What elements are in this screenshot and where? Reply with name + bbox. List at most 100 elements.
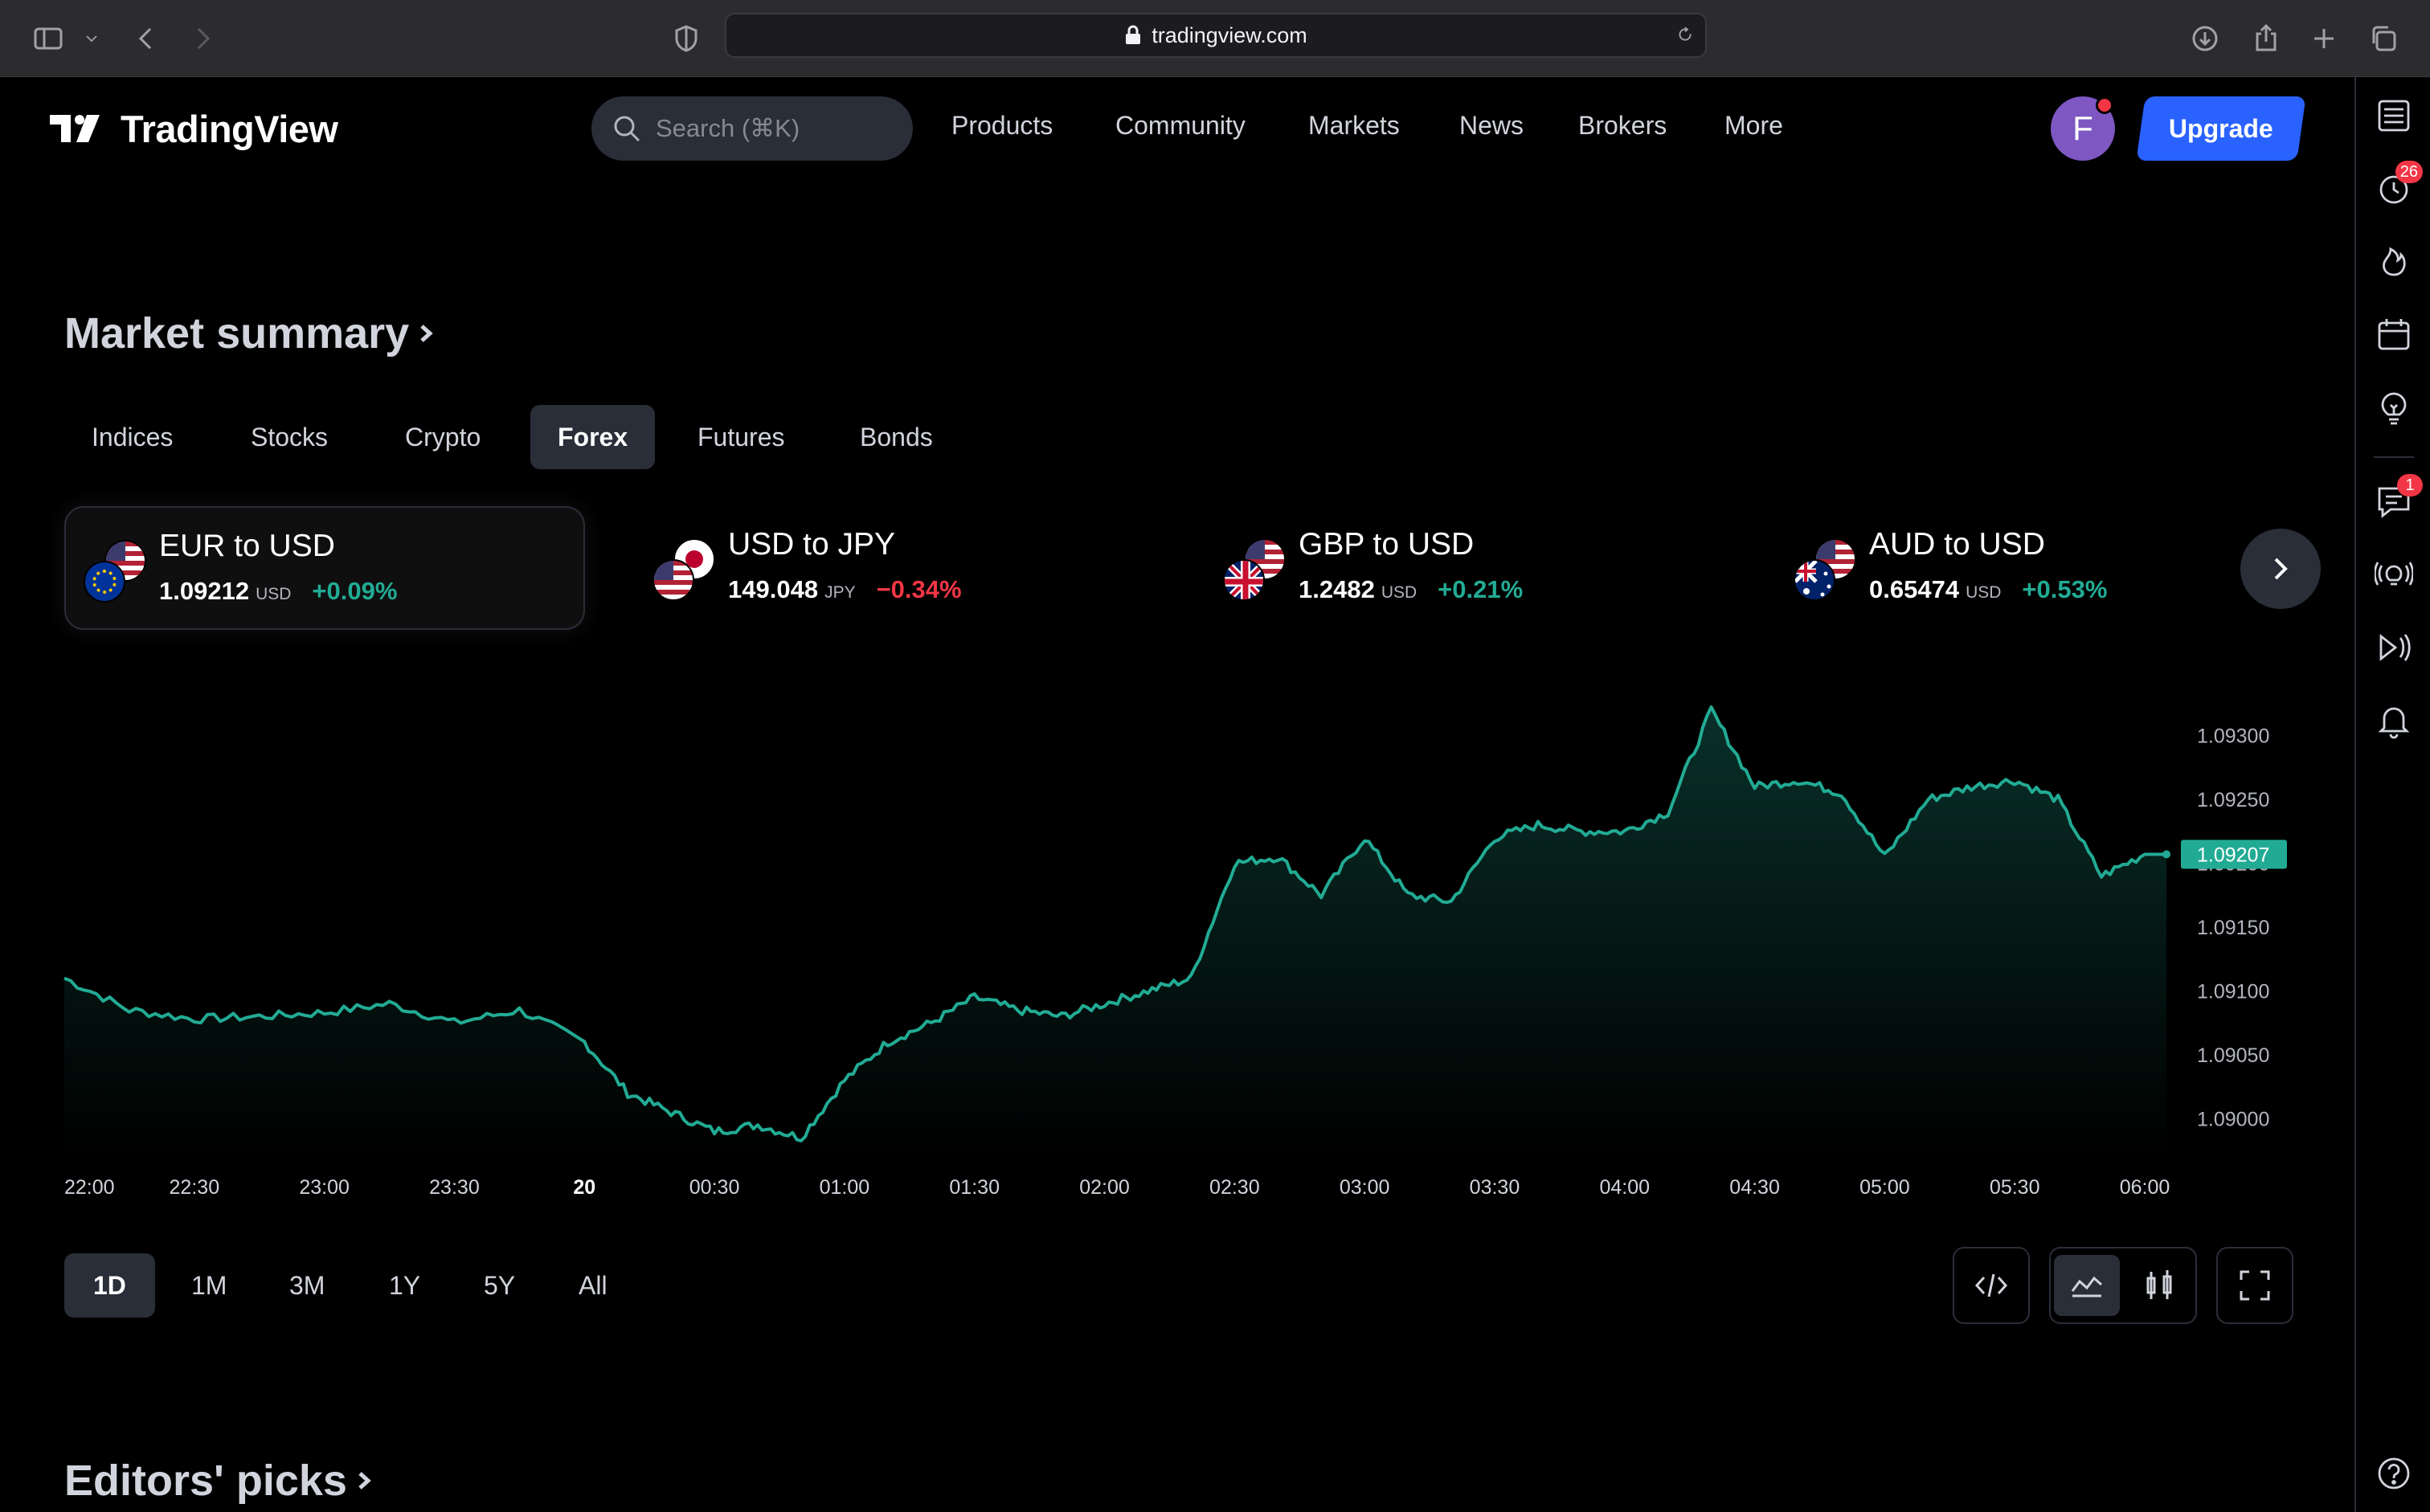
range-1m[interactable]: 1M [191, 1270, 227, 1300]
pair-card-audusd[interactable]: AUD to USD 0.65474 USD +0.53% [1776, 506, 2297, 630]
x-tick-label: 03:00 [1340, 1176, 1390, 1199]
range-1y[interactable]: 1Y [389, 1270, 421, 1300]
chat-badge: 1 [2397, 474, 2423, 497]
share-icon[interactable] [2247, 19, 2285, 58]
embed-button[interactable] [1953, 1247, 2030, 1324]
us-flag-icon [652, 559, 694, 601]
candles-icon [2146, 1270, 2172, 1299]
tab-bonds[interactable]: Bonds [860, 422, 933, 452]
embed-code-icon [1974, 1273, 2008, 1297]
range-all[interactable]: All [579, 1270, 608, 1300]
ideas-icon[interactable] [2373, 387, 2415, 429]
y-tick-label: 1.09000 [2197, 1108, 2269, 1130]
avatar-notification-dot [2096, 96, 2113, 114]
x-tick-label: 02:00 [1079, 1176, 1130, 1199]
pair-values: 149.048 JPY −0.34% [728, 575, 962, 604]
x-tick-label: 04:00 [1599, 1176, 1650, 1199]
tradingview-logo[interactable]: TradingView [50, 104, 338, 153]
sidebar-toggle-icon[interactable] [29, 19, 68, 58]
pair-values: 0.65474 USD +0.53% [1869, 575, 2107, 604]
eu-flag-icon [84, 561, 125, 603]
nav-markets[interactable]: Markets [1308, 111, 1400, 140]
nav-products[interactable]: Products [951, 111, 1053, 140]
streams-icon[interactable] [2373, 554, 2415, 596]
pair-card-usdjpy[interactable]: USD to JPY 149.048 JPY −0.34% [635, 506, 1156, 630]
pair-name: EUR to USD [159, 529, 335, 563]
avatar[interactable]: F [2051, 96, 2115, 161]
tab-forex[interactable]: Forex [530, 405, 656, 469]
aud-usd-flags [1794, 538, 1858, 603]
downloads-icon[interactable] [2186, 19, 2224, 58]
pair-card-eurusd[interactable]: EUR to USD 1.09212 USD +0.09% [64, 506, 585, 630]
nav-news[interactable]: News [1459, 111, 1524, 140]
fullscreen-icon [2240, 1270, 2270, 1301]
help-icon[interactable] [2373, 1453, 2415, 1494]
tab-stocks[interactable]: Stocks [251, 422, 329, 452]
pair-name: GBP to USD [1299, 527, 1475, 562]
alerts-clock-icon[interactable]: 26 [2373, 161, 2423, 209]
notifications-icon[interactable] [2373, 699, 2415, 741]
eur-usd-flags [84, 540, 148, 604]
x-tick-label: 01:30 [949, 1176, 1000, 1199]
area-chart-icon [2071, 1276, 2102, 1297]
forward-icon[interactable] [183, 19, 222, 58]
pair-card-gbpusd[interactable]: GBP to USD 1.2482 USD +0.21% [1205, 506, 1726, 630]
pair-price: 1.2482 [1299, 575, 1375, 603]
watchlist-icon[interactable] [2373, 95, 2415, 137]
url-text: tradingview.com [1152, 22, 1307, 47]
next-pairs-button[interactable] [2240, 529, 2321, 609]
gbp-usd-flags [1223, 538, 1287, 603]
tab-indices[interactable]: Indices [92, 422, 174, 452]
y-tick-label: 1.09100 [2197, 980, 2269, 1003]
search-placeholder: Search (⌘K) [656, 114, 800, 142]
reload-icon[interactable] [1676, 24, 1694, 45]
logo-text: TradingView [121, 107, 338, 150]
editors-picks-title[interactable]: Editors' picks [64, 1456, 376, 1506]
editors-picks-label: Editors' picks [64, 1457, 347, 1505]
pair-unit: USD [1381, 583, 1418, 602]
fullscreen-button[interactable] [2216, 1247, 2293, 1324]
market-summary-title[interactable]: Market summary [64, 309, 438, 358]
x-tick-label: 20 [573, 1176, 595, 1199]
chevron-down-icon[interactable] [76, 19, 108, 58]
nav-more[interactable]: More [1724, 111, 1783, 140]
range-5y[interactable]: 5Y [484, 1270, 516, 1300]
tab-overview-icon[interactable] [2364, 19, 2403, 58]
pair-unit: USD [1966, 583, 2002, 602]
privacy-shield-icon[interactable] [667, 19, 706, 58]
chat-icon[interactable]: 1 [2373, 474, 2423, 522]
pair-name: AUD to USD [1869, 527, 2045, 562]
new-tab-icon[interactable] [2305, 19, 2343, 58]
nav-community[interactable]: Community [1115, 111, 1246, 140]
hot-icon[interactable] [2373, 239, 2415, 281]
chevron-right-icon [420, 325, 433, 342]
chevron-right-icon [358, 1472, 371, 1490]
pair-change: +0.53% [2022, 575, 2108, 603]
price-chart[interactable]: 1.093001.092501.092001.091501.091001.090… [0, 0, 2430, 1221]
x-tick-label: 05:30 [1990, 1176, 2040, 1199]
chart-style-toggle[interactable] [2049, 1247, 2197, 1324]
range-3m[interactable]: 3M [289, 1270, 325, 1300]
chart-series-line [63, 705, 2166, 1142]
browser-toolbar: tradingview.com [0, 0, 2430, 77]
nav-brokers[interactable]: Brokers [1578, 111, 1667, 140]
address-bar[interactable]: tradingview.com [725, 13, 1707, 58]
x-tick-label: 04:30 [1729, 1176, 1780, 1199]
candle-style-button[interactable] [2126, 1255, 2192, 1316]
replay-icon[interactable] [2373, 627, 2415, 668]
chevron-right-icon [2274, 558, 2288, 580]
back-icon[interactable] [127, 19, 166, 58]
chart-last-point [2162, 850, 2170, 859]
pair-price: 1.09212 [159, 577, 250, 605]
tab-crypto[interactable]: Crypto [405, 422, 481, 452]
tab-futures[interactable]: Futures [698, 422, 785, 452]
lock-icon [1126, 25, 1141, 44]
area-style-button[interactable] [2054, 1255, 2120, 1316]
calendar-icon[interactable] [2373, 313, 2415, 355]
y-tick-label: 1.09150 [2197, 917, 2269, 939]
search-input[interactable]: Search (⌘K) [591, 96, 913, 161]
au-flag-icon [1794, 559, 1835, 601]
range-1d[interactable]: 1D [64, 1253, 155, 1318]
y-tick-label: 1.09300 [2197, 725, 2269, 748]
pair-unit: JPY [824, 583, 856, 602]
